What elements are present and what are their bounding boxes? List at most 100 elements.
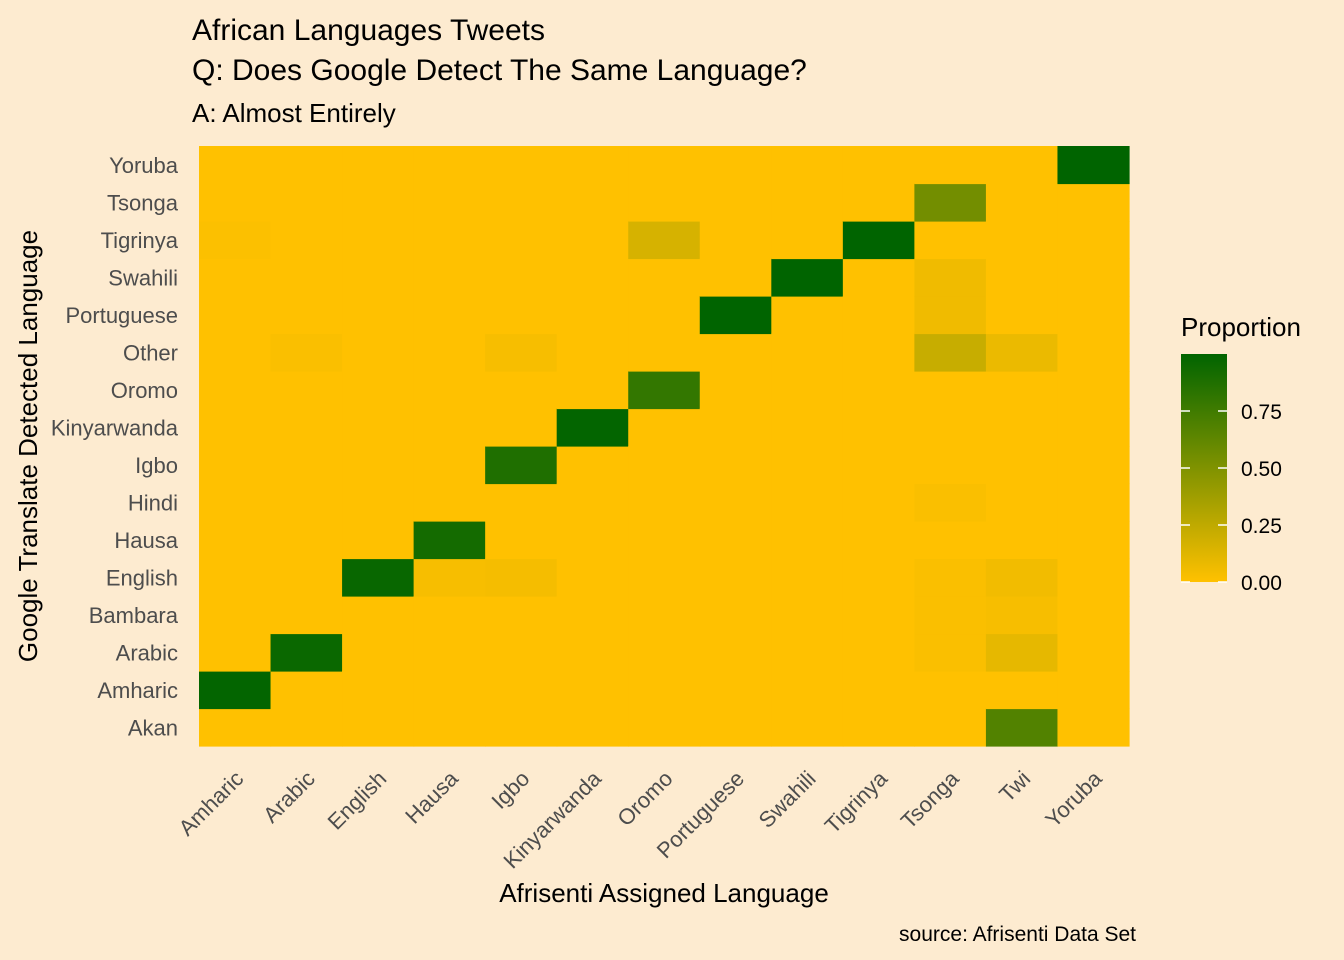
heatmap-cell-hausa-swahili: [413, 258, 486, 297]
heatmap-cell-oromo-igbo: [628, 446, 701, 485]
heatmap-cell-tigrinya-yoruba: [842, 146, 915, 185]
heatmap-cell-igbo-oromo: [485, 371, 558, 410]
heatmap-cell-swahili-hausa: [771, 521, 844, 560]
heatmap-cell-yoruba-hindi: [1057, 483, 1130, 522]
y-tick-labels: Akan Amharic Arabic Bambara English Hausa Hind…: [51, 153, 179, 740]
x-tick-label: Swahili: [754, 766, 821, 833]
heatmap-cell-yoruba-tsonga: [1057, 183, 1130, 222]
heatmap-cell-portuguese-hindi: [699, 483, 772, 522]
heatmap-cell-oromo-hausa: [628, 521, 701, 560]
heatmap-cell-portuguese-yoruba: [699, 146, 772, 185]
y-tick-label: Yoruba: [109, 153, 179, 178]
heatmap-cell-oromo-kinyarwanda: [628, 408, 701, 447]
heatmap-cell-kinyarwanda-hausa: [556, 521, 629, 560]
heatmap-cell-twi-bambara: [985, 596, 1059, 635]
heatmap-cell-tigrinya-akan: [842, 708, 915, 747]
heatmap-cell-kinyarwanda-bambara: [556, 596, 629, 635]
heatmap-cell-twi-other: [985, 333, 1059, 372]
heatmap-cell-igbo-tsonga: [485, 183, 558, 222]
heatmap-cell-yoruba-yoruba: [1057, 146, 1130, 185]
heatmap-cell-tsonga-akan: [914, 708, 987, 747]
heatmap-cell-amharic-tsonga: [199, 183, 272, 222]
heatmap-cell-oromo-oromo: [628, 371, 701, 410]
heatmap-cell-tsonga-swahili: [914, 258, 987, 297]
heatmap-cell-tsonga-igbo: [914, 446, 987, 485]
heatmap-cell-portuguese-english: [699, 558, 772, 597]
heatmap-cell-twi-english: [985, 558, 1059, 597]
heatmap-cell-amharic-swahili: [199, 258, 272, 297]
heatmap-cell-arabic-other: [270, 333, 343, 372]
x-tick-label: Tsonga: [896, 765, 964, 833]
heatmap-cell-swahili-tigrinya: [771, 221, 844, 260]
heatmap-cell-twi-arabic: [985, 633, 1059, 672]
heatmap-cell-tsonga-english: [914, 558, 987, 597]
heatmap-cell-tsonga-hausa: [914, 521, 987, 560]
heatmap-cell-hausa-arabic: [413, 633, 486, 672]
y-tick-label: Hausa: [114, 528, 178, 553]
y-tick-label: Igbo: [135, 453, 178, 478]
heatmap-cell-tigrinya-kinyarwanda: [842, 408, 915, 447]
heatmap-cell-oromo-bambara: [628, 596, 701, 635]
heatmap-cell-twi-akan: [985, 708, 1059, 747]
heatmap-cell-twi-amharic: [985, 671, 1059, 710]
heatmap-cell-kinyarwanda-akan: [556, 708, 629, 747]
heatmap-cell-swahili-tsonga: [771, 183, 844, 222]
heatmap-cell-english-hausa: [342, 521, 415, 560]
heatmap-cell-tsonga-bambara: [914, 596, 987, 635]
heatmap-cell-igbo-swahili: [485, 258, 558, 297]
heatmap-cell-arabic-oromo: [270, 371, 343, 410]
heatmap-cell-arabic-portuguese: [270, 296, 343, 335]
heatmap-cell-arabic-tsonga: [270, 183, 343, 222]
heatmap-cell-english-yoruba: [342, 146, 415, 185]
heatmap-cell-yoruba-kinyarwanda: [1057, 408, 1130, 447]
heatmap-cell-igbo-akan: [485, 708, 558, 747]
heatmap-cell-twi-hausa: [985, 521, 1059, 560]
heatmap-cell-swahili-akan: [771, 708, 844, 747]
heatmap-cell-oromo-other: [628, 333, 701, 372]
chart-title-line2: Q: Does Google Detect The Same Language?: [192, 54, 807, 87]
heatmap-cell-tsonga-yoruba: [914, 146, 987, 185]
heatmap-cell-tigrinya-arabic: [842, 633, 915, 672]
heatmap-cell-hausa-tigrinya: [413, 221, 486, 260]
heatmap-cell-english-other: [342, 333, 415, 372]
heatmap-cell-igbo-portuguese: [485, 296, 558, 335]
heatmap-cell-portuguese-igbo: [699, 446, 772, 485]
heatmap-cell-yoruba-amharic: [1057, 671, 1130, 710]
heatmap-cell-twi-hindi: [985, 483, 1059, 522]
heatmap-cell-english-portuguese: [342, 296, 415, 335]
heatmap-cell-igbo-yoruba: [485, 146, 558, 185]
heatmap-cell-igbo-kinyarwanda: [485, 408, 558, 447]
heatmap-cell-tigrinya-swahili: [842, 258, 915, 297]
heatmap-cell-amharic-hausa: [199, 521, 272, 560]
heatmap-cell-hausa-oromo: [413, 371, 486, 410]
heatmap-cell-twi-tsonga: [985, 183, 1059, 222]
heatmap-cell-igbo-hausa: [485, 521, 558, 560]
y-tick-label: Tsonga: [107, 190, 179, 215]
heatmap-cell-tsonga-other: [914, 333, 987, 372]
heatmap-cell-yoruba-igbo: [1057, 446, 1130, 485]
chart-title-line1: African Languages Tweets: [192, 14, 545, 47]
heatmap-cell-hausa-english: [413, 558, 486, 597]
heatmap-cell-portuguese-tsonga: [699, 183, 772, 222]
heatmap-cell-arabic-arabic: [270, 633, 343, 672]
heatmap-cell-oromo-tigrinya: [628, 221, 701, 260]
heatmap-cell-oromo-hindi: [628, 483, 701, 522]
heatmap-cell-twi-igbo: [985, 446, 1059, 485]
x-tick-label: English: [323, 766, 392, 835]
heatmap-cell-english-oromo: [342, 371, 415, 410]
heatmap-cell-kinyarwanda-yoruba: [556, 146, 629, 185]
heatmap-cell-arabic-amharic: [270, 671, 343, 710]
heatmap-cell-yoruba-oromo: [1057, 371, 1130, 410]
heatmap-cell-kinyarwanda-tigrinya: [556, 221, 629, 260]
heatmap-cell-oromo-english: [628, 558, 701, 597]
heatmap-cell-tigrinya-portuguese: [842, 296, 915, 335]
chart-subtitle: A: Almost Entirely: [192, 98, 396, 128]
heatmap-cell-swahili-swahili: [771, 258, 844, 297]
heatmap-cell-kinyarwanda-oromo: [556, 371, 629, 410]
heatmap-cell-kinyarwanda-english: [556, 558, 629, 597]
heatmap-cell-oromo-akan: [628, 708, 701, 747]
heatmap-cell-igbo-english: [485, 558, 558, 597]
heatmap-cell-igbo-bambara: [485, 596, 558, 635]
heatmap-cell-tsonga-portuguese: [914, 296, 987, 335]
